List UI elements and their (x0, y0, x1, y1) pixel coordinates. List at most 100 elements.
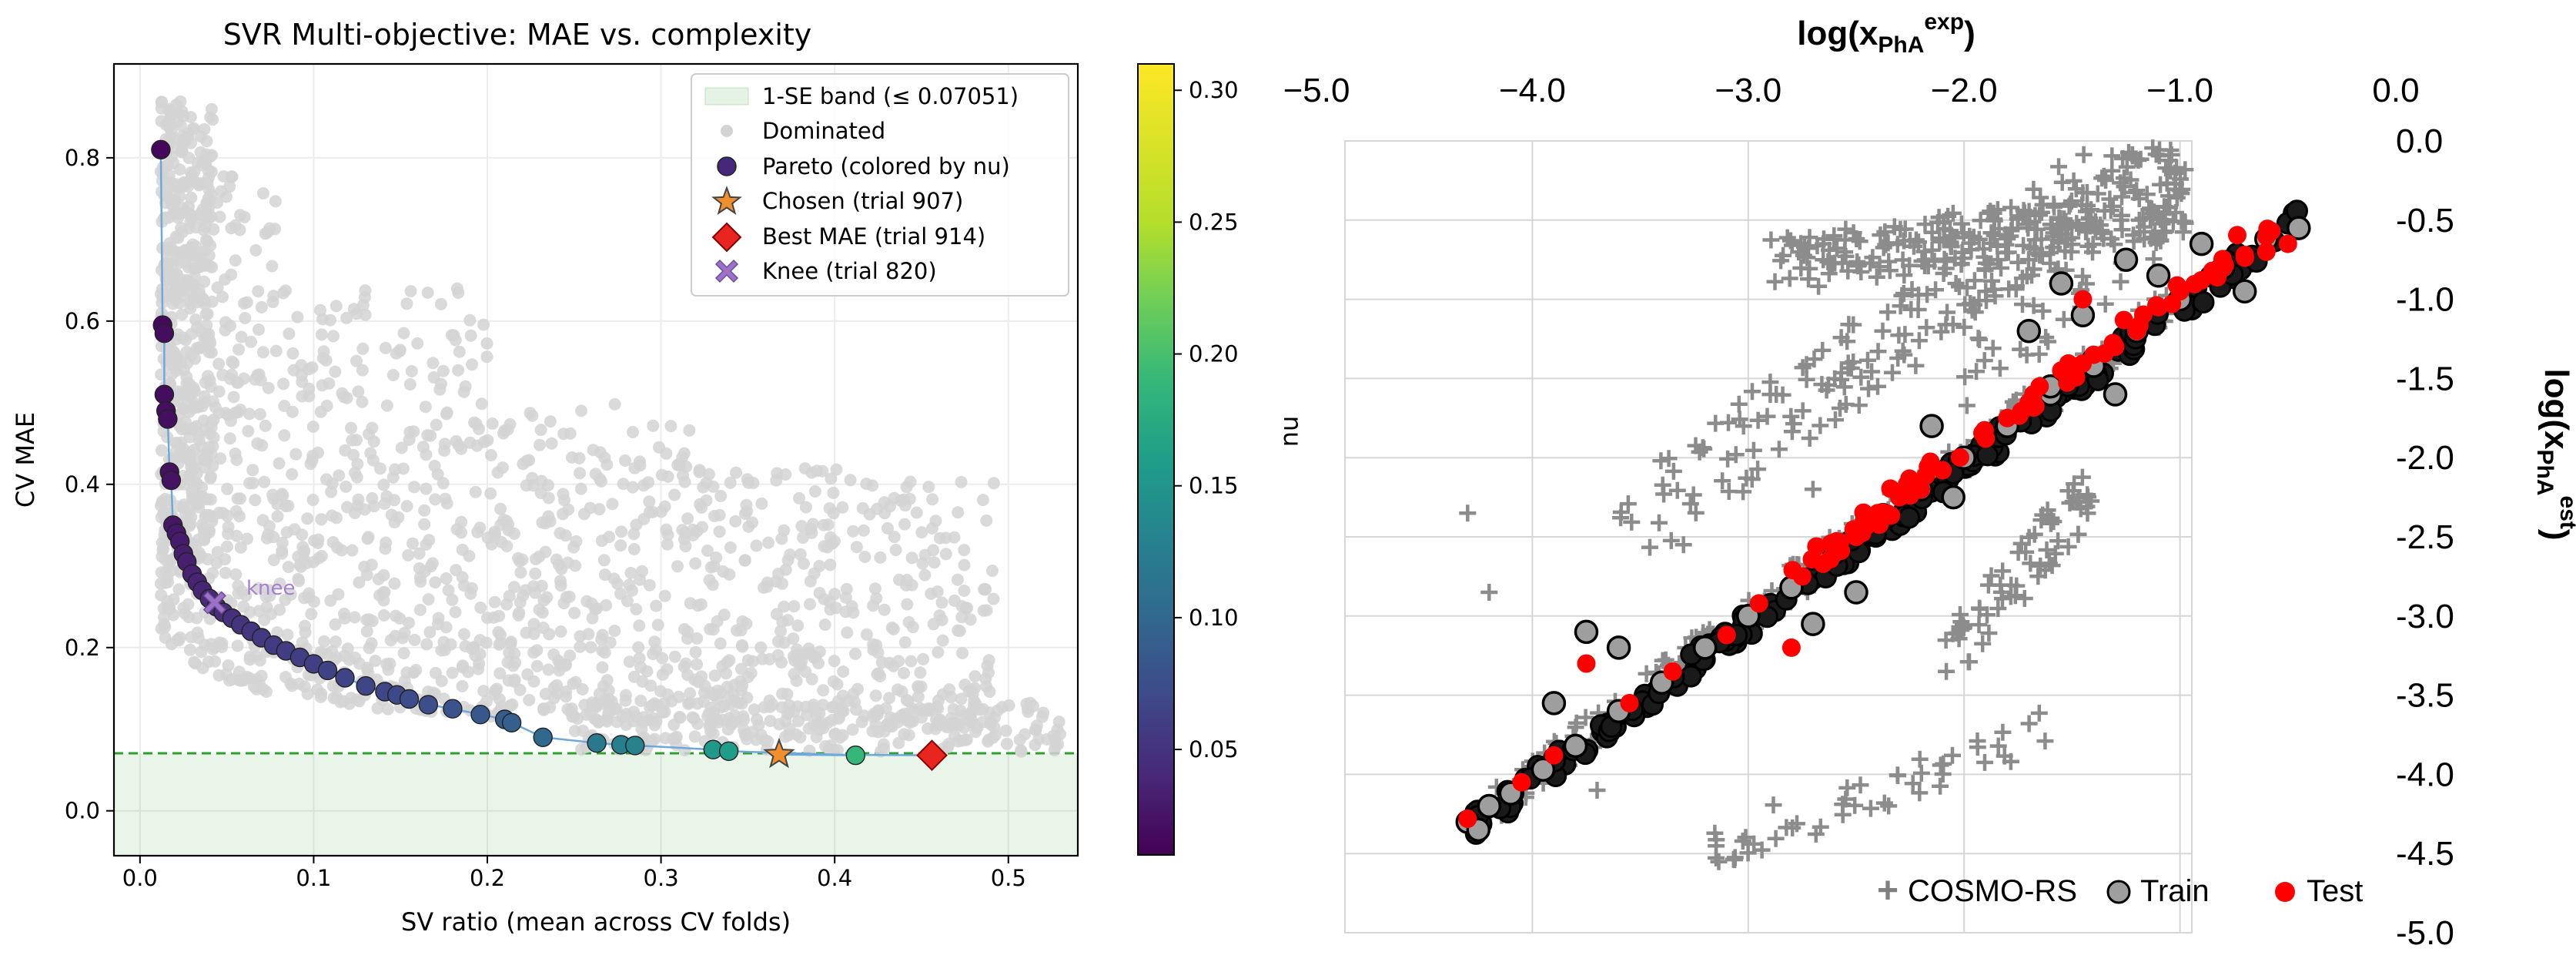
dominated-point (1051, 723, 1064, 736)
cosmo-rs-point (2046, 198, 2063, 216)
cosmo-rs-point (2016, 590, 2033, 607)
right-y-tick-label: -3.0 (2396, 598, 2454, 635)
cosmo-rs-point (1961, 234, 1979, 252)
dominated-point (958, 585, 971, 597)
dominated-point (301, 688, 314, 700)
dominated-point (289, 447, 303, 461)
dominated-point (799, 501, 812, 514)
dominated-point (706, 578, 719, 592)
dominated-point (634, 694, 647, 707)
dominated-point (484, 449, 497, 461)
dominated-point (292, 572, 305, 585)
dominated-point (704, 701, 718, 714)
dominated-point (307, 595, 320, 608)
dominated-point (276, 488, 289, 501)
dominated-point (256, 514, 269, 527)
dominated-point (202, 203, 215, 216)
dominated-point (805, 672, 818, 685)
dominated-point (888, 491, 901, 504)
legend-dominated-marker (721, 125, 733, 137)
dominated-point (813, 707, 826, 720)
cosmo-rs-point (2009, 253, 2027, 271)
dominated-point (249, 244, 263, 256)
cosmo-rs-point (1651, 514, 1668, 531)
dominated-point (324, 313, 336, 327)
dominated-point (960, 733, 973, 746)
right-legend: + COSMO-RS Train Test (1877, 870, 2363, 911)
train-point (1574, 619, 1599, 645)
dominated-point (714, 490, 728, 502)
dominated-point (533, 603, 546, 616)
dominated-point (356, 395, 369, 408)
dominated-point (221, 482, 234, 495)
dominated-point (627, 426, 639, 438)
dominated-point (766, 699, 779, 711)
dominated-point (169, 142, 182, 155)
dominated-point (300, 557, 313, 569)
dominated-point (608, 625, 621, 637)
dominated-point (197, 293, 209, 306)
dominated-point (386, 369, 400, 381)
colorbar: 0.05 0.10 0.15 0.20 0.25 0.30 nu (1137, 63, 1307, 856)
cosmo-rs-point (1909, 301, 1927, 318)
dominated-point (420, 482, 433, 495)
dominated-point (596, 661, 609, 674)
dominated-point (296, 541, 309, 554)
test-point (1749, 594, 1768, 613)
dominated-point (804, 575, 817, 588)
cosmo-rs-point (1942, 222, 1959, 240)
dominated-point (429, 493, 442, 506)
dominated-point (333, 469, 346, 482)
dominated-point (345, 421, 357, 434)
right-x-axis-label: log(xPhAexp) (1797, 9, 1975, 58)
dominated-point (205, 421, 218, 434)
dominated-point (527, 675, 540, 688)
cosmo-rs-point (1975, 352, 1993, 370)
dominated-point (429, 576, 442, 589)
dominated-point (561, 702, 574, 716)
dominated-point (320, 473, 333, 486)
x-tick-label: 0.2 (470, 865, 505, 891)
dominated-point (258, 475, 271, 488)
dominated-point (543, 628, 556, 641)
dominated-point (165, 241, 178, 254)
dominated-point (830, 602, 842, 615)
dominated-point (948, 531, 961, 544)
cosmo-rs-point (1895, 285, 1912, 302)
dominated-point (898, 518, 912, 531)
dominated-point (736, 640, 749, 653)
dominated-point (714, 701, 728, 714)
dominated-point (306, 494, 319, 506)
dominated-point (976, 494, 989, 507)
dominated-point (472, 662, 485, 675)
dominated-point (723, 568, 736, 581)
cosmo-rs-point (1739, 844, 1757, 862)
pareto-point (501, 712, 522, 732)
dominated-point (477, 685, 490, 698)
cosmo-rs-point (2080, 209, 2098, 226)
dominated-point (340, 311, 353, 324)
dominated-point (678, 744, 691, 757)
dominated-point (464, 587, 477, 600)
right-x-label-base: log(x (1797, 15, 1878, 52)
dominated-point (858, 524, 870, 537)
pareto-point (418, 695, 438, 715)
dominated-point (477, 318, 490, 331)
cosmo-rs-point (1992, 260, 2009, 277)
dominated-point (601, 674, 614, 687)
cosmo-rs-point (1827, 411, 1844, 429)
dominated-point (634, 455, 646, 468)
dominated-point (434, 297, 447, 310)
cosmo-rs-point (2030, 345, 2048, 363)
dominated-point (559, 529, 572, 542)
cosmo-rs-point (1813, 376, 1831, 394)
dominated-point (488, 525, 501, 538)
cosmo-rs-point (2153, 215, 2171, 233)
cosmo-rs-point (1859, 351, 1876, 369)
dominated-point (306, 449, 319, 462)
dominated-point (660, 523, 673, 536)
dominated-point (380, 536, 393, 549)
dominated-point (435, 675, 448, 688)
cosmo-rs-point (1977, 283, 1995, 300)
dominated-point (647, 712, 660, 725)
